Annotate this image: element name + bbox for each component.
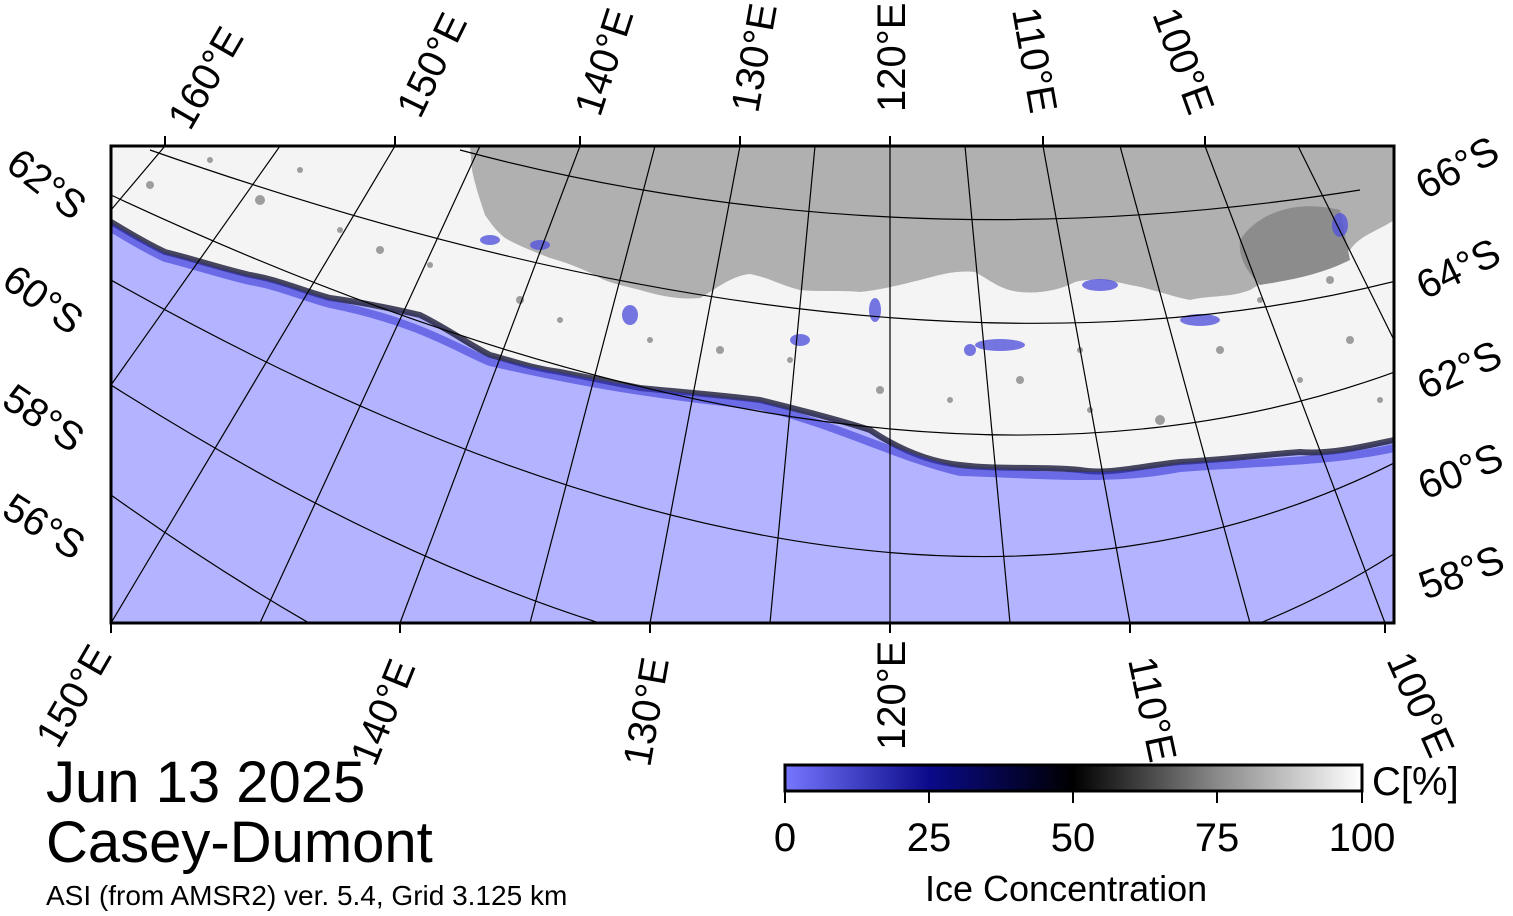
right-latitude-labels: 66°S 64°S 62°S 60°S 58°S [1409, 128, 1510, 608]
coastal-polynyas [480, 213, 1348, 356]
parallel-58S [111, 384, 1394, 623]
parallel-60S [111, 279, 1394, 558]
left-lat-label: 58°S [0, 376, 92, 461]
ice-texture [146, 157, 1383, 425]
parallel-64S [149, 149, 1394, 324]
parallel-66S [459, 149, 1361, 221]
meridian-125E [769, 146, 816, 623]
parallel-62S [111, 194, 1394, 436]
map-date: Jun 13 2025 [46, 750, 366, 815]
product-info: ASI (from AMSR2) ver. 5.4, Grid 3.125 km [46, 880, 568, 911]
colorbar-ticks [784, 791, 1363, 803]
meridian-160E [111, 146, 166, 211]
top-lon-label: 110°E [1003, 4, 1065, 116]
meridian-145E [259, 146, 481, 623]
colorbar-tick-label: 75 [1194, 816, 1240, 860]
bottom-lon-label: 130°E [616, 654, 678, 769]
colorbar [783, 763, 1364, 803]
meridian-155E [111, 146, 281, 386]
colorbar-title: Ice Concentration [925, 868, 1208, 909]
right-lat-label: 62°S [1411, 333, 1509, 409]
meridian-115E [964, 146, 1011, 623]
ice-edge-blue [111, 224, 1394, 481]
meridian-100E [1204, 146, 1386, 623]
top-lon-label: 150°E [389, 6, 477, 124]
top-lon-label: 160°E [160, 20, 253, 137]
top-lon-label: 140°E [567, 3, 643, 121]
top-longitude-labels: 160°E 150°E 140°E 130°E 120°E 110°E 100°… [160, 0, 1223, 136]
ice-edge-dark [111, 219, 1394, 475]
colorbar-gradient [783, 763, 1364, 793]
colorbar-tick-label: 100 [1328, 816, 1396, 860]
graticule [111, 146, 1394, 623]
land-shadow [1239, 206, 1350, 285]
bottom-lon-label: 100°E [1378, 646, 1463, 764]
left-latitude-labels: 62°S 60°S 58°S 56°S [0, 140, 94, 568]
right-lat-label: 60°S [1412, 435, 1509, 508]
colorbar-tick-label: 50 [1050, 816, 1096, 860]
frame-ticks [110, 136, 1386, 633]
colorbar-tick-label: 0 [773, 816, 797, 860]
left-lat-label: 60°S [0, 257, 91, 344]
colorbar-unit: C[%] [1372, 760, 1459, 804]
right-lat-label: 64°S [1410, 230, 1508, 308]
antarctica-land [470, 146, 1394, 300]
meridian-105E [1119, 146, 1251, 623]
region-name: Casey-Dumont [46, 810, 433, 875]
right-lat-label: 58°S [1413, 537, 1510, 608]
bottom-lon-label: 120°E [870, 641, 914, 750]
map-frame [109, 144, 1396, 625]
top-lon-label: 100°E [1144, 2, 1223, 120]
left-lat-label: 62°S [0, 140, 94, 228]
meridian-140E [399, 146, 581, 623]
meridian-110E [1042, 146, 1131, 623]
bottom-lon-label: 110°E [1119, 653, 1184, 766]
colorbar-tick-label: 25 [906, 816, 952, 860]
left-lat-label: 56°S [0, 485, 92, 569]
bottom-lon-label: 150°E [28, 638, 121, 755]
meridian-130E [649, 146, 741, 623]
top-lon-label: 130°E [724, 0, 786, 115]
right-lat-label: 66°S [1409, 128, 1507, 208]
map-area [111, 146, 1394, 623]
top-lon-label: 120°E [870, 3, 914, 112]
meridian-135E [529, 146, 656, 623]
meridian-150E [111, 146, 396, 623]
meridian-95E [1297, 146, 1394, 341]
